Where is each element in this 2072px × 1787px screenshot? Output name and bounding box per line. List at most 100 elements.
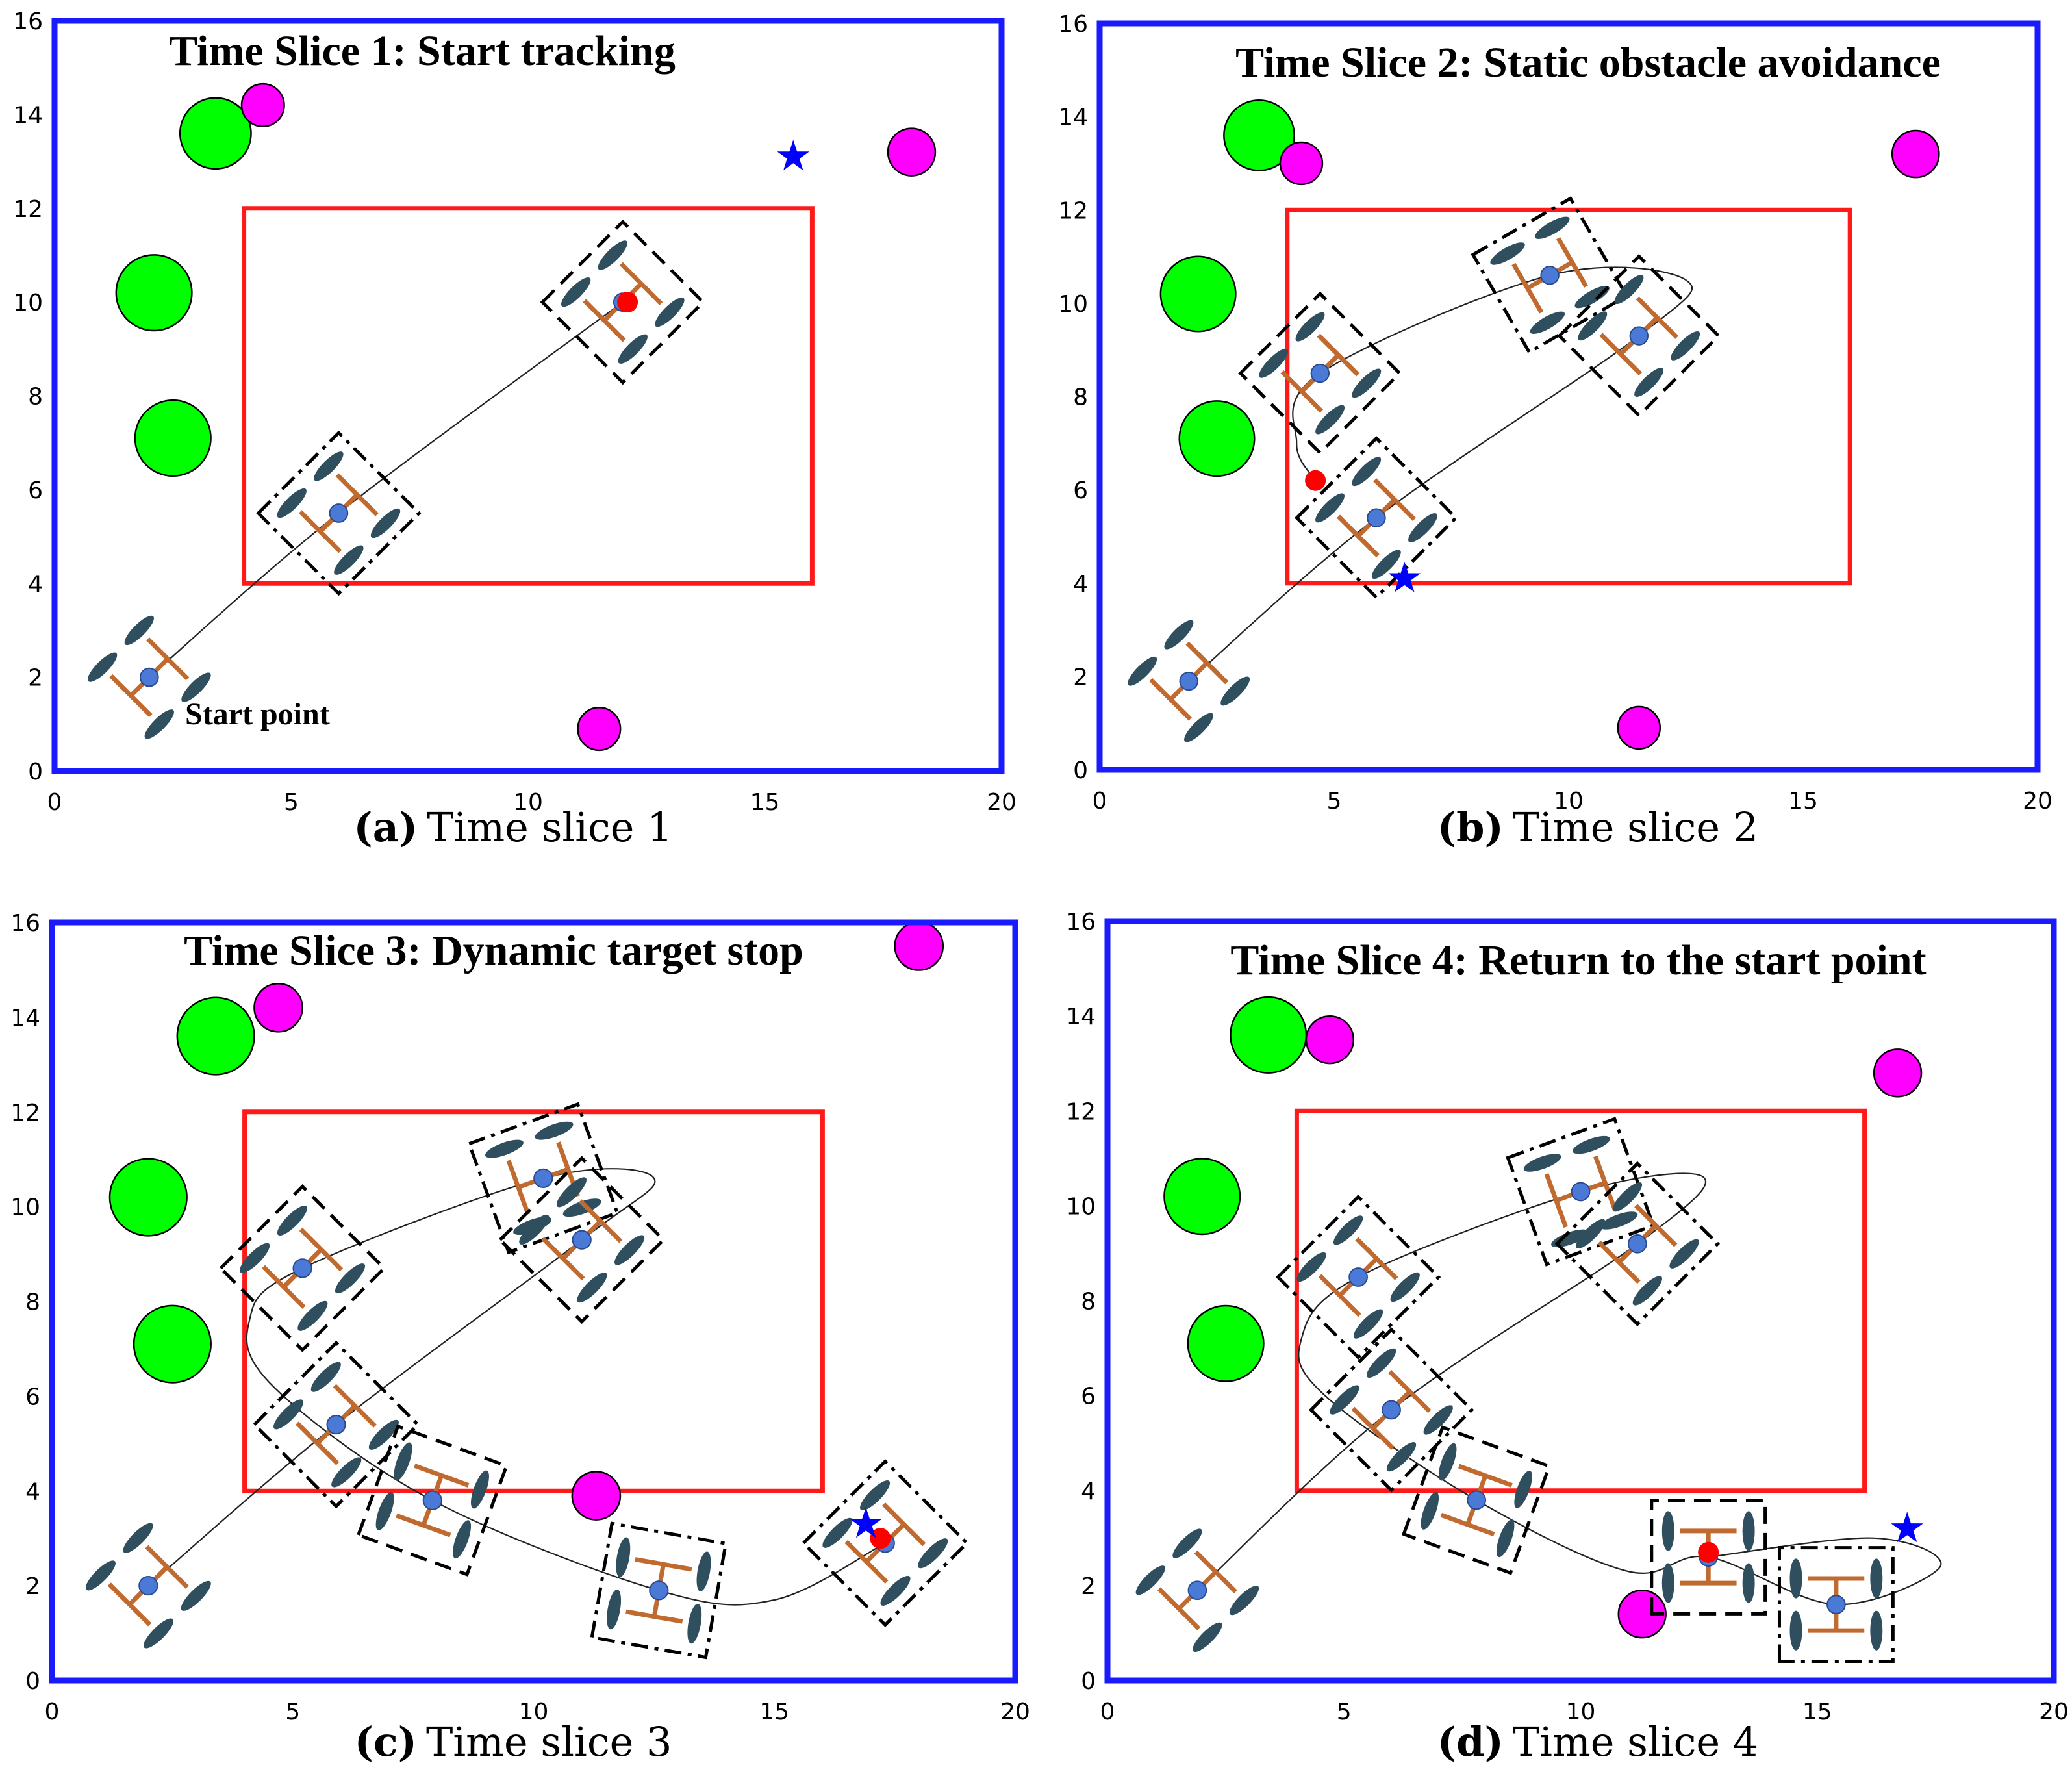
robot-wheel — [1671, 331, 1700, 361]
robot-wheel — [1423, 1405, 1453, 1435]
static-obstacle — [134, 399, 212, 477]
robot-wheel — [375, 1492, 394, 1531]
y-tick-label: 16 — [13, 8, 43, 35]
robot-center — [326, 1415, 346, 1435]
red-point — [870, 1528, 891, 1549]
robot-wheel — [598, 240, 627, 270]
y-tick-label: 10 — [10, 1195, 40, 1221]
x-tick-label: 0 — [1100, 1699, 1115, 1725]
robot-frame — [1777, 1546, 1895, 1664]
robot-wheel — [614, 1235, 645, 1265]
robot-wheel — [1514, 1470, 1532, 1508]
robot-wheel — [1421, 1491, 1439, 1530]
panel-title: Time Slice 3: Dynamic target stop — [184, 927, 803, 974]
x-tick-label: 0 — [45, 1699, 60, 1725]
panel-caption: (b) Time slice 2 — [1437, 804, 1758, 851]
y-tick-label: 4 — [1081, 1478, 1096, 1505]
robot-center — [292, 1258, 312, 1278]
x-tick-label: 15 — [750, 789, 780, 816]
robot-frame — [1308, 1327, 1474, 1493]
robot-wheel — [314, 451, 344, 481]
robot-wheel — [535, 1121, 574, 1140]
robot-wheel — [556, 1177, 587, 1208]
robot-wheel — [1172, 1528, 1202, 1558]
robot-wheel — [1330, 1385, 1359, 1415]
x-tick-label: 10 — [519, 1699, 549, 1725]
robot-frame — [467, 1102, 620, 1255]
robot — [1308, 1327, 1474, 1493]
robot — [1128, 620, 1250, 742]
y-tick-label: 2 — [1073, 664, 1088, 691]
plot-border — [49, 919, 1018, 1684]
robot-wheel — [561, 277, 591, 307]
robot-wheel — [273, 1399, 304, 1430]
y-tick-label: 16 — [1058, 11, 1088, 38]
y-tick-label: 16 — [10, 910, 40, 937]
dynamic-obstacle — [887, 127, 937, 177]
robot-center — [138, 1576, 158, 1596]
robot — [252, 1340, 420, 1509]
robot-center — [422, 1490, 442, 1510]
dynamic-obstacle — [1305, 1015, 1355, 1065]
panel-d: 0 5 10 15 20 0 2 4 6 8 10 12 14 16 Time Slice 4: Retur… — [1066, 909, 2069, 1766]
x-tick-label: 0 — [1093, 788, 1107, 815]
caption-letter: (d) — [1437, 1718, 1504, 1766]
robot-wheel — [618, 334, 648, 364]
robot-wheel — [1390, 1272, 1420, 1302]
robot-axle — [1597, 1241, 1641, 1284]
robot — [1294, 436, 1459, 600]
static-obstacle — [115, 254, 193, 332]
robot-wheel — [822, 1517, 853, 1548]
robot-wheel — [607, 1589, 622, 1630]
robot-frame — [590, 1521, 728, 1660]
robot-wheel — [485, 1139, 524, 1158]
robot-frame — [801, 1459, 970, 1627]
robot — [218, 1184, 386, 1352]
robot-wheel — [1296, 1252, 1326, 1282]
static-obstacle — [1178, 400, 1256, 477]
robot-wheel — [1353, 1309, 1383, 1339]
dynamic-obstacle — [1873, 1048, 1923, 1098]
panel-caption: (d) Time slice 4 — [1437, 1718, 1758, 1766]
caption-letter: (c) — [355, 1718, 417, 1766]
robot-wheel — [334, 545, 364, 575]
robot-wheel — [1789, 1610, 1802, 1651]
robot-wheel — [655, 297, 685, 327]
y-tick-label: 6 — [1073, 477, 1088, 504]
target-star — [1891, 1512, 1923, 1543]
tracking-region — [242, 1109, 825, 1493]
robot — [1471, 196, 1629, 355]
robot-wheel — [1632, 1276, 1663, 1306]
robot-wheel — [1576, 1219, 1606, 1248]
robot — [1554, 1161, 1721, 1326]
dynamic-obstacle — [571, 1471, 622, 1521]
robot-center — [139, 667, 159, 687]
robot-wheel — [1295, 312, 1325, 342]
robot-wheel — [519, 1214, 550, 1245]
target-star — [1388, 561, 1421, 592]
robot-center — [1826, 1595, 1846, 1614]
panel-title: Time Slice 2: Static obstacle avoidance — [1235, 39, 1941, 86]
robot — [1401, 1425, 1552, 1575]
dynamic-obstacle — [1891, 129, 1940, 179]
robot-wheel — [1315, 405, 1345, 435]
robot-wheel — [144, 709, 174, 739]
x-tick-label: 20 — [2039, 1699, 2069, 1725]
y-tick-label: 0 — [25, 1668, 40, 1695]
static-obstacle — [1187, 1304, 1265, 1382]
robot-axle — [881, 1502, 926, 1547]
robot — [498, 1156, 666, 1324]
robot-wheel — [181, 672, 211, 702]
x-tick-label: 20 — [987, 789, 1017, 816]
y-tick-label: 6 — [28, 477, 43, 504]
robot-wheel — [687, 1603, 702, 1644]
x-tick-label: 5 — [285, 1699, 300, 1725]
robot-wheel — [297, 1300, 328, 1331]
robot-axle — [107, 1582, 152, 1627]
robot-axle — [1194, 1550, 1237, 1593]
x-tick-label: 5 — [284, 789, 299, 816]
y-tick-label: 2 — [25, 1573, 40, 1600]
robot-frame — [540, 219, 706, 385]
robot-axle — [1388, 1370, 1432, 1413]
robot-wheel — [577, 1273, 607, 1303]
